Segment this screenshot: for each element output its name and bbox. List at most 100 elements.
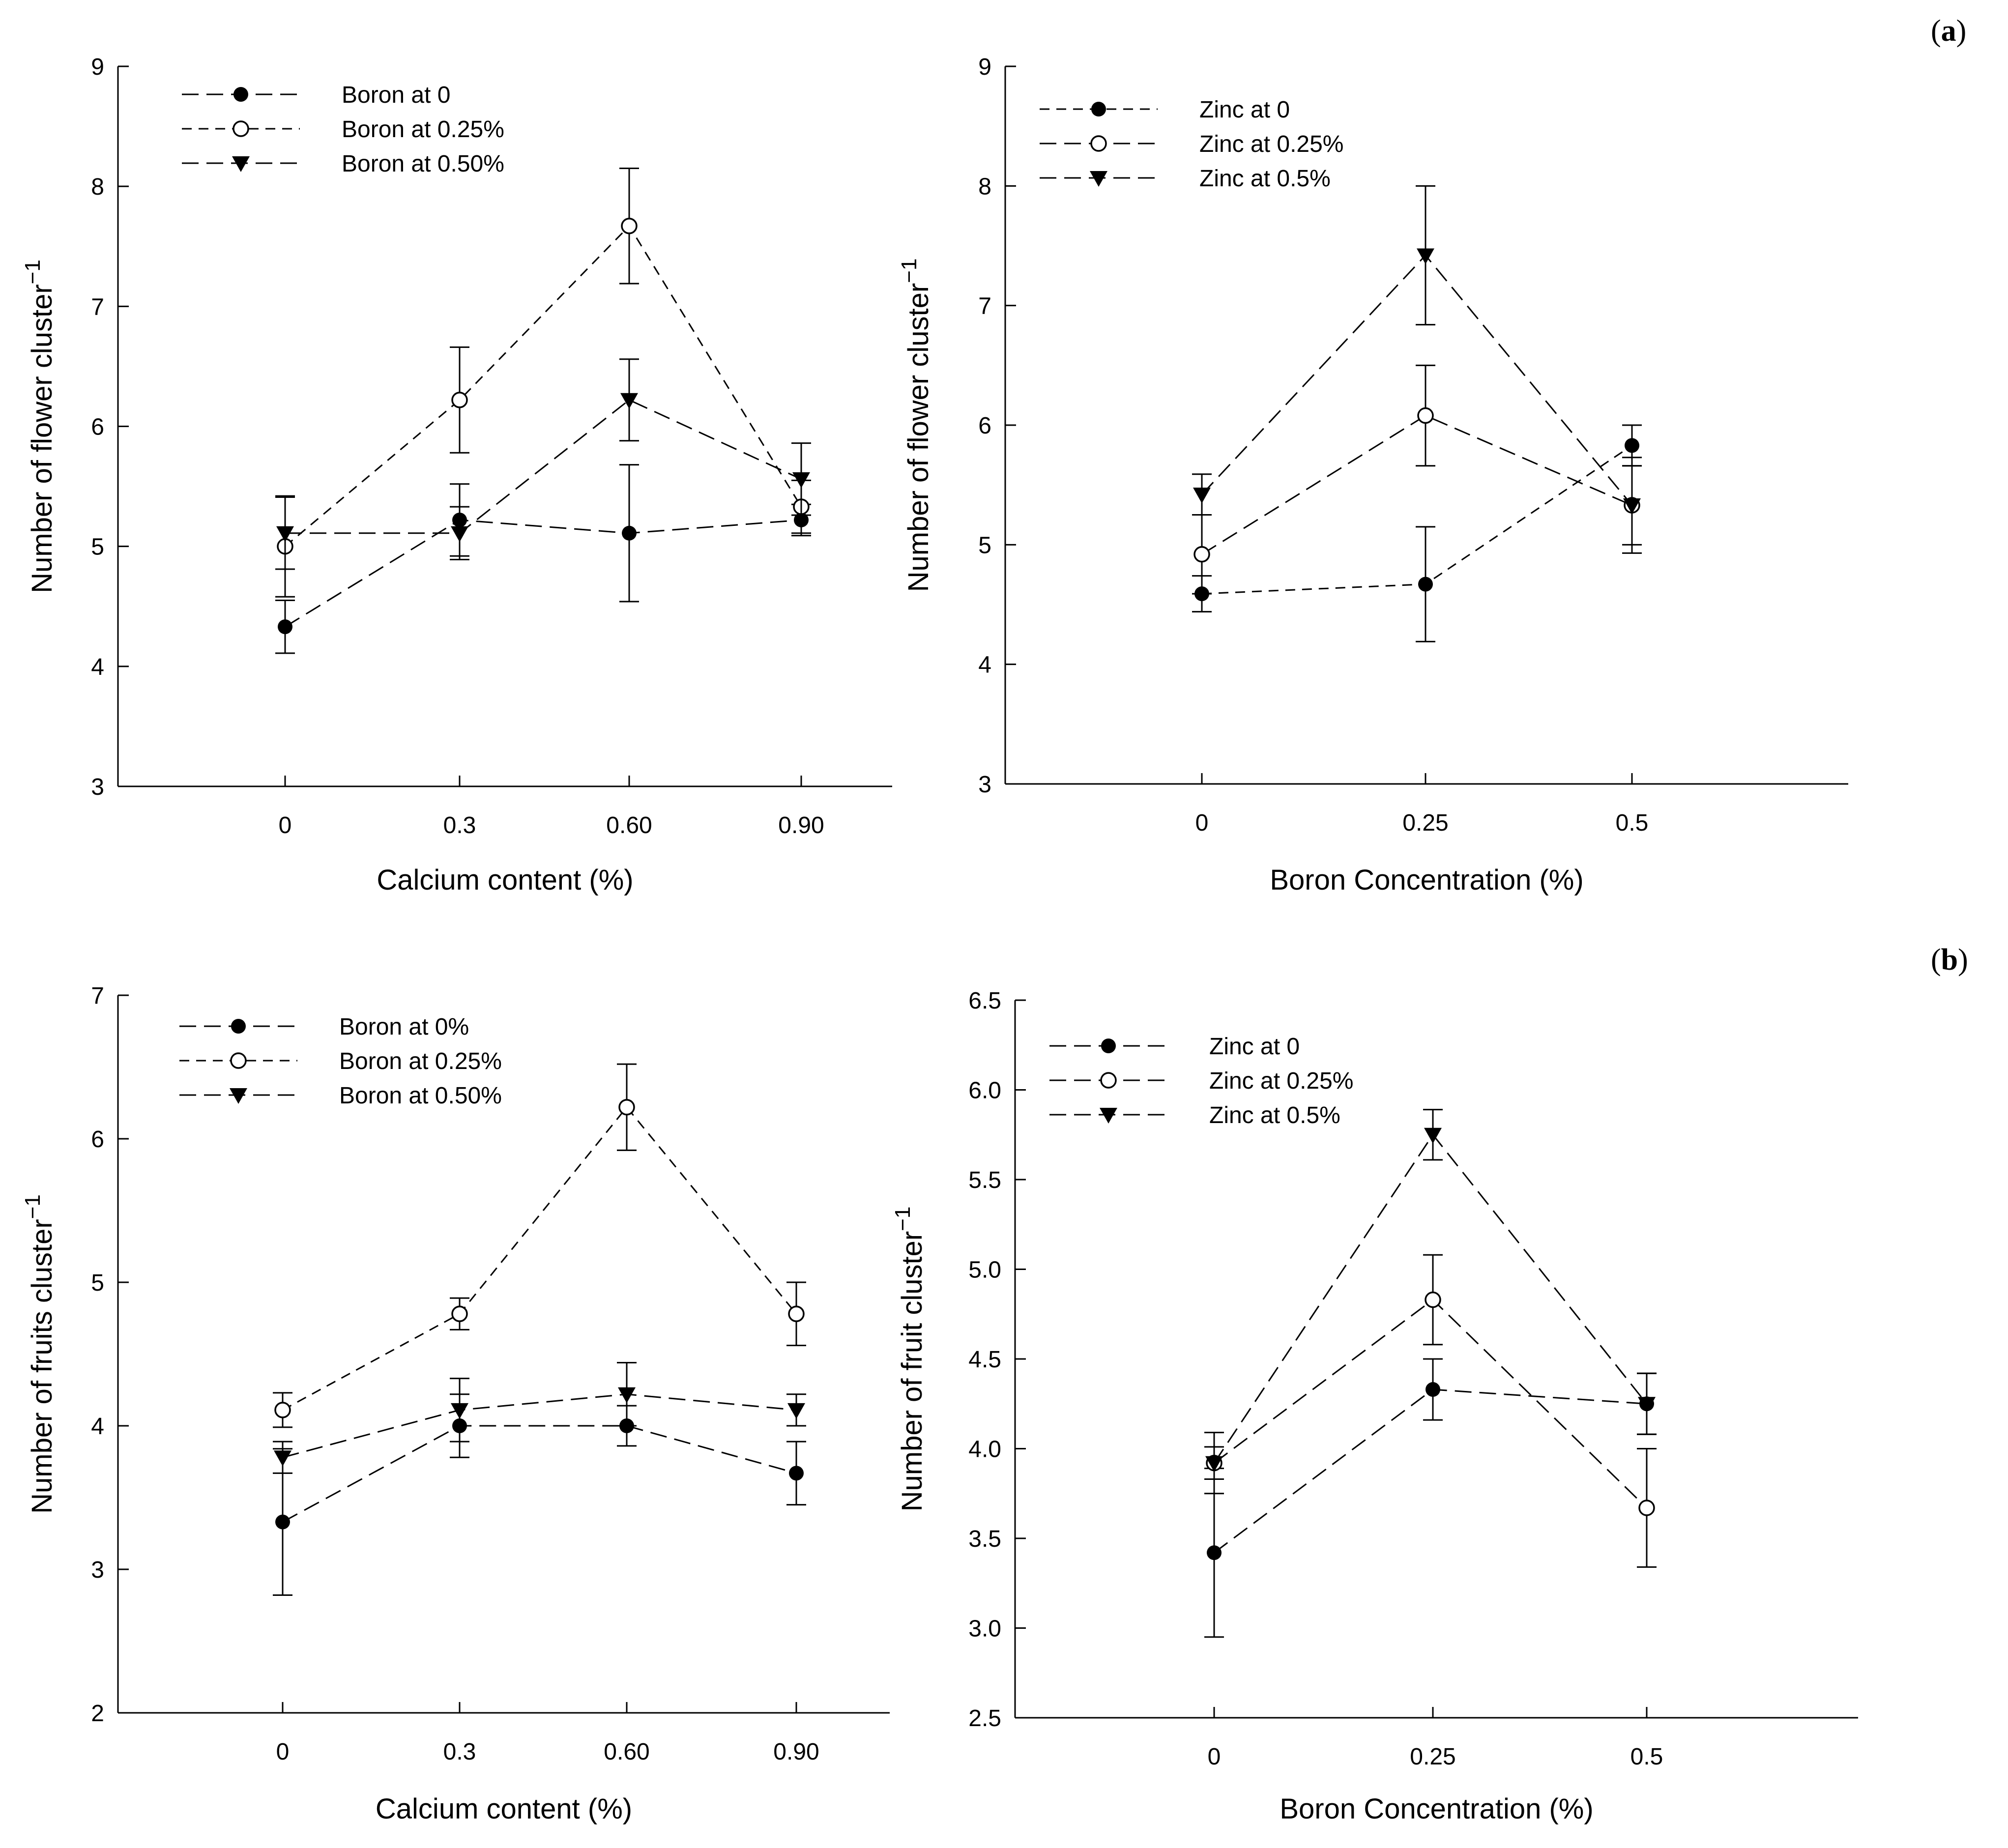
y-tick-label: 6 (978, 413, 991, 439)
data-point (789, 1466, 804, 1481)
y-tick-label: 4.5 (968, 1347, 1001, 1373)
data-point (451, 1403, 468, 1419)
legend-entry-1: Zinc at 0 (1040, 97, 1290, 123)
y-tick-label: 8 (91, 174, 104, 200)
legend-marker (1101, 1039, 1116, 1053)
legend-label: Zinc at 0.5% (1209, 1102, 1340, 1128)
legend-label: Boron at 0 (342, 82, 450, 108)
data-point (618, 1099, 635, 1116)
y-tick-label: 6.5 (968, 988, 1001, 1014)
series-2 (1204, 1254, 1657, 1568)
y-axis-title-text: Number of fruits cluster (26, 1219, 58, 1514)
data-point (1638, 1397, 1656, 1413)
legend-marker (1100, 1072, 1117, 1089)
y-tick-label: 9 (978, 54, 991, 80)
legend-label: Boron at 0.25% (342, 116, 504, 143)
series-line (1214, 1299, 1648, 1509)
y-axis-title-exponent: −1 (891, 1207, 915, 1231)
x-tick-label: 0 (1208, 1744, 1221, 1770)
data-point (1625, 438, 1639, 453)
data-point (792, 472, 810, 488)
data-point (1418, 577, 1433, 592)
series-line (285, 519, 802, 628)
y-axis-title-exponent: −1 (21, 260, 45, 284)
legend-entry-3: Boron at 0.50% (182, 151, 504, 177)
data-point (1207, 1545, 1222, 1560)
legend-marker (233, 87, 248, 102)
data-point (451, 526, 468, 542)
y-tick-label: 9 (91, 54, 104, 80)
x-tick-label: 0.60 (604, 1739, 649, 1765)
series-2 (275, 168, 811, 598)
data-point (1417, 248, 1434, 264)
data-point (1193, 488, 1211, 504)
series-1 (1204, 1358, 1657, 1638)
x-tick-label: 0.5 (1630, 1744, 1663, 1770)
y-axis-title-text: Number of flower cluster (902, 283, 934, 592)
chart-panel-1: 3 4 5 6 7 8 9 0 0.3 0.60 0.90 Calcium content (%) Nu… (21, 54, 892, 896)
x-tick-label: 0.3 (443, 812, 476, 838)
data-point (1426, 1382, 1440, 1397)
legend-marker (1090, 171, 1107, 187)
legend-label: Zinc at 0.25% (1199, 131, 1343, 157)
y-tick-label: 3 (91, 774, 104, 800)
series-line (282, 1425, 797, 1523)
data-point (620, 393, 638, 409)
y-tick-label: 8 (978, 173, 991, 200)
legend-marker (231, 1019, 246, 1034)
legend-entry-1: Boron at 0% (179, 1014, 469, 1040)
y-tick-label: 4 (91, 1414, 104, 1440)
x-tick-label: 0.3 (443, 1739, 476, 1765)
x-tick-label: 0.5 (1616, 810, 1649, 836)
y-axis-title: Number of flower cluster−1 (897, 259, 934, 592)
legend-entry-3: Boron at 0.50% (179, 1083, 502, 1109)
legend-entry-1: Zinc at 0 (1049, 1034, 1300, 1060)
y-tick-label: 7 (978, 293, 991, 319)
y-tick-label: 3.0 (968, 1616, 1001, 1642)
y-tick-label: 5.0 (968, 1257, 1001, 1283)
y-axis-title-exponent: −1 (21, 1194, 45, 1219)
series-2 (1192, 364, 1642, 595)
legend-entry-1: Boron at 0 (182, 82, 450, 108)
y-tick-label: 4 (91, 654, 104, 680)
y-tick-label: 3 (978, 772, 991, 798)
x-tick-label: 0.90 (773, 1739, 819, 1765)
legend-marker (232, 156, 250, 172)
data-point (451, 392, 468, 408)
legend-marker (230, 1088, 247, 1104)
legend-label: Boron at 0% (339, 1014, 469, 1040)
x-tick-label: 0 (279, 812, 292, 838)
data-point (1638, 1500, 1655, 1516)
data-point (787, 1403, 805, 1419)
x-tick-label: 0 (1195, 810, 1209, 836)
legend-label: Zinc at 0 (1199, 97, 1290, 123)
series-1 (275, 464, 811, 654)
chart-panel-4: 2.5 3.0 3.5 4.0 4.5 5.0 5.5 6.0 6.5 0 0.25 0.5 Boron… (891, 988, 1858, 1825)
y-axis-title-text: Number of flower cluster (26, 284, 58, 593)
series-line (1201, 254, 1633, 506)
legend-marker (1100, 1108, 1117, 1124)
x-tick-label: 0.25 (1402, 810, 1448, 836)
data-point (1424, 1127, 1442, 1144)
y-tick-label: 4 (978, 652, 991, 678)
legend-label: Boron at 0.25% (339, 1048, 502, 1074)
y-tick-label: 5.5 (968, 1167, 1001, 1193)
y-axis-title-exponent: −1 (897, 259, 921, 283)
y-tick-label: 5 (91, 534, 104, 560)
x-axis-title: Calcium content (%) (376, 1793, 632, 1825)
data-point (275, 1514, 290, 1530)
series-1 (1192, 424, 1642, 642)
legend-label: Zinc at 0.5% (1199, 166, 1331, 192)
y-tick-label: 7 (91, 294, 104, 320)
legend-label: Boron at 0.50% (342, 151, 504, 177)
y-axis-title: Number of flower cluster−1 (21, 260, 58, 593)
series-line (1201, 445, 1632, 595)
data-point (451, 1305, 468, 1322)
series-line (285, 399, 802, 534)
y-axis-title: Number of fruit cluster−1 (891, 1207, 928, 1512)
data-point (1205, 1456, 1223, 1472)
data-point (1623, 498, 1641, 515)
y-axis-title: Number of fruits cluster−1 (21, 1194, 58, 1514)
legend-entry-3: Zinc at 0.5% (1040, 166, 1331, 192)
data-point (274, 1450, 291, 1467)
